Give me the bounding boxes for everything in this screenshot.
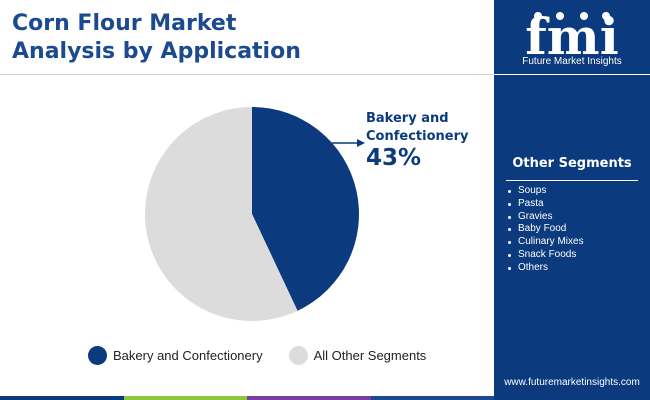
logo-dot-icon <box>556 12 564 20</box>
other-segments-list: Soups Pasta Gravies Baby Food Culinary M… <box>506 185 584 275</box>
legend-item-other: All Other Segments <box>288 346 427 365</box>
segment-item: Snack Foods <box>506 249 584 262</box>
title-line-1: Corn Flour Market <box>12 11 237 36</box>
logo-dot-icon <box>602 12 610 20</box>
bottom-bar-segment <box>123 396 247 400</box>
chart-legend: Bakery and Confectionery All Other Segme… <box>88 346 452 365</box>
bottom-color-bar <box>0 396 494 400</box>
sidebar: fmi Future Market Insights Other Segment… <box>494 0 650 400</box>
page-title: Corn Flour Market Analysis by Applicatio… <box>12 10 342 66</box>
bottom-bar-segment <box>247 396 371 400</box>
website-url[interactable]: www.futuremarketinsights.com <box>504 377 640 388</box>
fmi-logo: fmi <box>525 8 618 66</box>
other-segments-underline <box>506 180 638 181</box>
pie-slice-bakery <box>252 107 359 311</box>
callout-value: 43% <box>366 145 422 171</box>
sidebar-divider <box>494 74 650 75</box>
segment-item: Baby Food <box>506 223 584 236</box>
logo-dot-icon <box>534 12 542 20</box>
pie-slice-other <box>144 107 298 321</box>
callout-label: Bakery and Confectionery <box>366 111 469 144</box>
legend-label-other: All Other Segments <box>313 348 427 363</box>
header-divider <box>0 74 494 75</box>
segment-item: Others <box>506 262 584 275</box>
brand-name: Future Market Insights <box>522 56 622 67</box>
legend-label-bakery: Bakery and Confectionery <box>113 348 263 363</box>
pie-slices <box>144 107 359 321</box>
legend-swatch-bakery <box>88 346 107 365</box>
segment-item: Soups <box>506 185 584 198</box>
segment-item: Gravies <box>506 211 584 224</box>
callout-arrowhead <box>357 139 365 147</box>
bottom-bar-segment <box>0 396 124 400</box>
other-segments-title: Other Segments <box>512 156 632 171</box>
title-line-2: Analysis by Application <box>12 39 301 64</box>
legend-swatch-other <box>288 346 308 365</box>
segment-item: Pasta <box>506 198 584 211</box>
logo-dot-icon <box>580 12 588 20</box>
segment-item: Culinary Mixes <box>506 236 584 249</box>
bottom-bar-segment <box>370 396 494 400</box>
legend-item-bakery: Bakery and Confectionery <box>88 346 263 365</box>
pie-chart <box>144 107 365 321</box>
